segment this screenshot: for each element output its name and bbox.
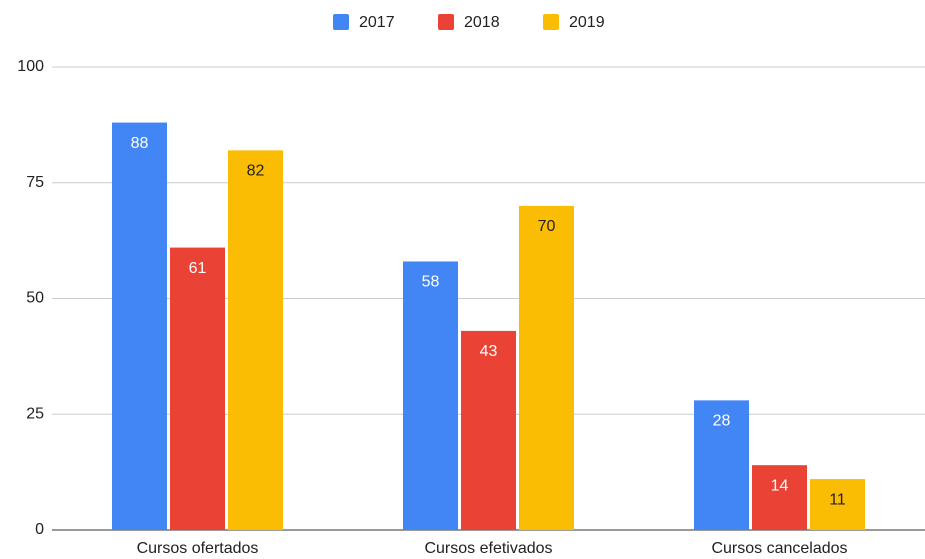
data-label: 88 bbox=[131, 135, 149, 152]
bar bbox=[694, 400, 749, 530]
legend-label: 2018 bbox=[464, 14, 500, 31]
data-label: 14 bbox=[771, 477, 789, 494]
x-tick-label: Cursos ofertados bbox=[137, 540, 259, 557]
y-tick-label: 100 bbox=[17, 58, 44, 75]
x-tick-label: Cursos cancelados bbox=[711, 540, 847, 557]
legend-swatch bbox=[438, 14, 454, 30]
bar bbox=[752, 465, 807, 530]
data-label: 82 bbox=[247, 163, 265, 180]
data-label: 11 bbox=[829, 491, 846, 508]
legend-swatch bbox=[333, 14, 349, 30]
bar bbox=[170, 247, 225, 530]
bar bbox=[112, 122, 167, 530]
bar bbox=[403, 261, 458, 530]
y-tick-label: 25 bbox=[26, 405, 44, 422]
legend-swatch bbox=[543, 14, 559, 30]
legend-label: 2017 bbox=[359, 14, 395, 31]
data-label: 43 bbox=[480, 343, 498, 360]
y-tick-label: 50 bbox=[26, 290, 44, 307]
bar bbox=[461, 330, 516, 530]
data-label: 70 bbox=[538, 218, 556, 235]
data-label: 58 bbox=[422, 274, 440, 291]
x-tick-label: Cursos efetivados bbox=[424, 540, 552, 557]
bar bbox=[810, 479, 865, 530]
data-label: 61 bbox=[189, 260, 207, 277]
y-tick-label: 75 bbox=[26, 174, 44, 191]
legend-label: 2019 bbox=[569, 14, 605, 31]
bar bbox=[228, 150, 283, 530]
data-label: 28 bbox=[713, 413, 731, 430]
bar bbox=[519, 205, 574, 530]
y-tick-label: 0 bbox=[35, 521, 44, 538]
